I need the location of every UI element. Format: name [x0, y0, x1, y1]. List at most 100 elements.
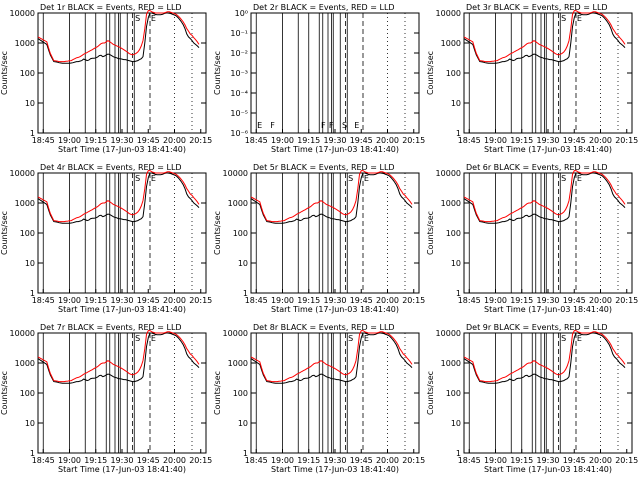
x-axis-label: Start Time (17-Jun-03 18:41:40) [58, 145, 186, 154]
x-tick-label: 18:45 [32, 456, 55, 465]
x-tick-label: 18:45 [458, 136, 481, 145]
y-tick-label: 1000 [15, 359, 35, 368]
series-red [463, 170, 626, 223]
event-marker: S [135, 174, 140, 183]
event-marker: E [364, 334, 369, 343]
panel-title: Det 4r BLACK = Events, RED = LLD [40, 163, 182, 172]
x-tick-label: 20:15 [615, 296, 638, 305]
y-axis-label: Counts/sec [426, 371, 435, 415]
event-marker: E [257, 121, 262, 130]
x-tick-label: 20:15 [189, 136, 212, 145]
series-black [37, 172, 200, 224]
x-axis-label: Start Time (17-Jun-03 18:41:40) [271, 145, 399, 154]
y-tick-label: 10 [25, 99, 35, 108]
y-tick-label: 100 [446, 69, 461, 78]
series-red [250, 330, 413, 383]
series-black [37, 332, 200, 384]
x-tick-label: 20:15 [615, 456, 638, 465]
x-tick-label: 19:30 [536, 296, 559, 305]
y-tick-label: 1000 [15, 199, 35, 208]
y-tick-label: 1000 [441, 359, 461, 368]
plot-frame [37, 12, 207, 134]
x-tick-label: 20:00 [376, 296, 399, 305]
y-tick-label: 100 [20, 69, 35, 78]
x-tick-label: 19:45 [563, 456, 586, 465]
series-black [463, 332, 626, 384]
y-tick-label: 1 [456, 289, 461, 298]
y-axis-label: Counts/sec [213, 51, 222, 95]
x-tick-label: 19:15 [297, 456, 320, 465]
y-tick-label: 10000 [10, 329, 35, 338]
series-red [463, 330, 626, 383]
panel-title: Det 1r BLACK = Events, RED = LLD [40, 3, 182, 12]
y-axis-label: Counts/sec [426, 51, 435, 95]
x-tick-label: 19:00 [484, 136, 507, 145]
x-tick-label: 19:30 [536, 136, 559, 145]
y-tick-label: 1 [456, 129, 461, 138]
y-tick-label: 10000 [10, 9, 35, 18]
y-tick-label: 1 [30, 289, 35, 298]
panel-title: Det 6r BLACK = Events, RED = LLD [466, 163, 608, 172]
x-tick-label: 20:00 [163, 296, 186, 305]
y-tick-label: 100 [446, 389, 461, 398]
x-axis-label: Start Time (17-Jun-03 18:41:40) [58, 465, 186, 474]
x-tick-label: 19:30 [110, 296, 133, 305]
event-marker: S [348, 174, 353, 183]
event-marker: S [561, 174, 566, 183]
x-tick-label: 19:00 [271, 136, 294, 145]
y-tick-label: 10000 [10, 169, 35, 178]
plot-frame [250, 172, 420, 294]
x-tick-label: 20:00 [589, 136, 612, 145]
event-marker: E [577, 174, 582, 183]
det-panel-2: Det 2r BLACK = Events, RED = LLD 10⁻⁶ 10⁻⁵… [213, 3, 425, 154]
series-red [37, 10, 200, 63]
plot-frame [37, 332, 207, 454]
panel-title: Det 8r BLACK = Events, RED = LLD [253, 323, 395, 332]
x-tick-label: 19:15 [297, 136, 320, 145]
event-marker: S [561, 14, 566, 23]
det-panel-7: Det 7r BLACK = Events, RED = LLD 1 10 100 10… [0, 323, 212, 474]
event-marker: F [270, 121, 275, 130]
y-axis-label: Counts/sec [426, 211, 435, 255]
x-tick-label: 20:00 [163, 136, 186, 145]
panel-title: Det 5r BLACK = Events, RED = LLD [253, 163, 395, 172]
event-marker: E [577, 14, 582, 23]
y-tick-label: 100 [20, 229, 35, 238]
x-tick-label: 19:45 [350, 456, 373, 465]
panel-title: Det 2r BLACK = Events, RED = LLD [253, 3, 395, 12]
y-tick-label: 10 [238, 259, 248, 268]
series-black [37, 12, 200, 64]
y-tick-label: 10 [451, 99, 461, 108]
x-axis-label: Start Time (17-Jun-03 18:41:40) [484, 145, 612, 154]
event-marker: S [348, 334, 353, 343]
y-axis-label: Counts/sec [0, 371, 9, 415]
x-tick-label: 19:45 [563, 136, 586, 145]
x-tick-label: 19:45 [137, 296, 160, 305]
series-red [37, 330, 200, 383]
x-tick-label: 19:00 [484, 456, 507, 465]
x-tick-label: 20:00 [376, 136, 399, 145]
event-marker: E [151, 334, 156, 343]
x-tick-label: 18:45 [245, 456, 268, 465]
x-tick-label: 19:45 [350, 296, 373, 305]
det-panel-4: Det 4r BLACK = Events, RED = LLD 1 10 100 10… [0, 163, 212, 314]
series-red [250, 170, 413, 223]
x-tick-label: 20:15 [402, 136, 425, 145]
series-red [463, 10, 626, 63]
event-marker: E [364, 174, 369, 183]
y-tick-label: 10000 [223, 169, 248, 178]
x-tick-label: 19:30 [536, 456, 559, 465]
x-tick-label: 19:15 [84, 296, 107, 305]
y-axis-label: Counts/sec [213, 211, 222, 255]
x-tick-label: 19:30 [323, 456, 346, 465]
event-marker: S [561, 334, 566, 343]
x-tick-label: 18:45 [458, 296, 481, 305]
event-marker: E [151, 14, 156, 23]
series-black [463, 12, 626, 64]
det-panel-8: Det 8r BLACK = Events, RED = LLD 1 10 100 10… [213, 323, 425, 474]
y-axis-label: Counts/sec [213, 371, 222, 415]
event-marker: F [321, 121, 326, 130]
panel-title: Det 7r BLACK = Events, RED = LLD [40, 323, 182, 332]
